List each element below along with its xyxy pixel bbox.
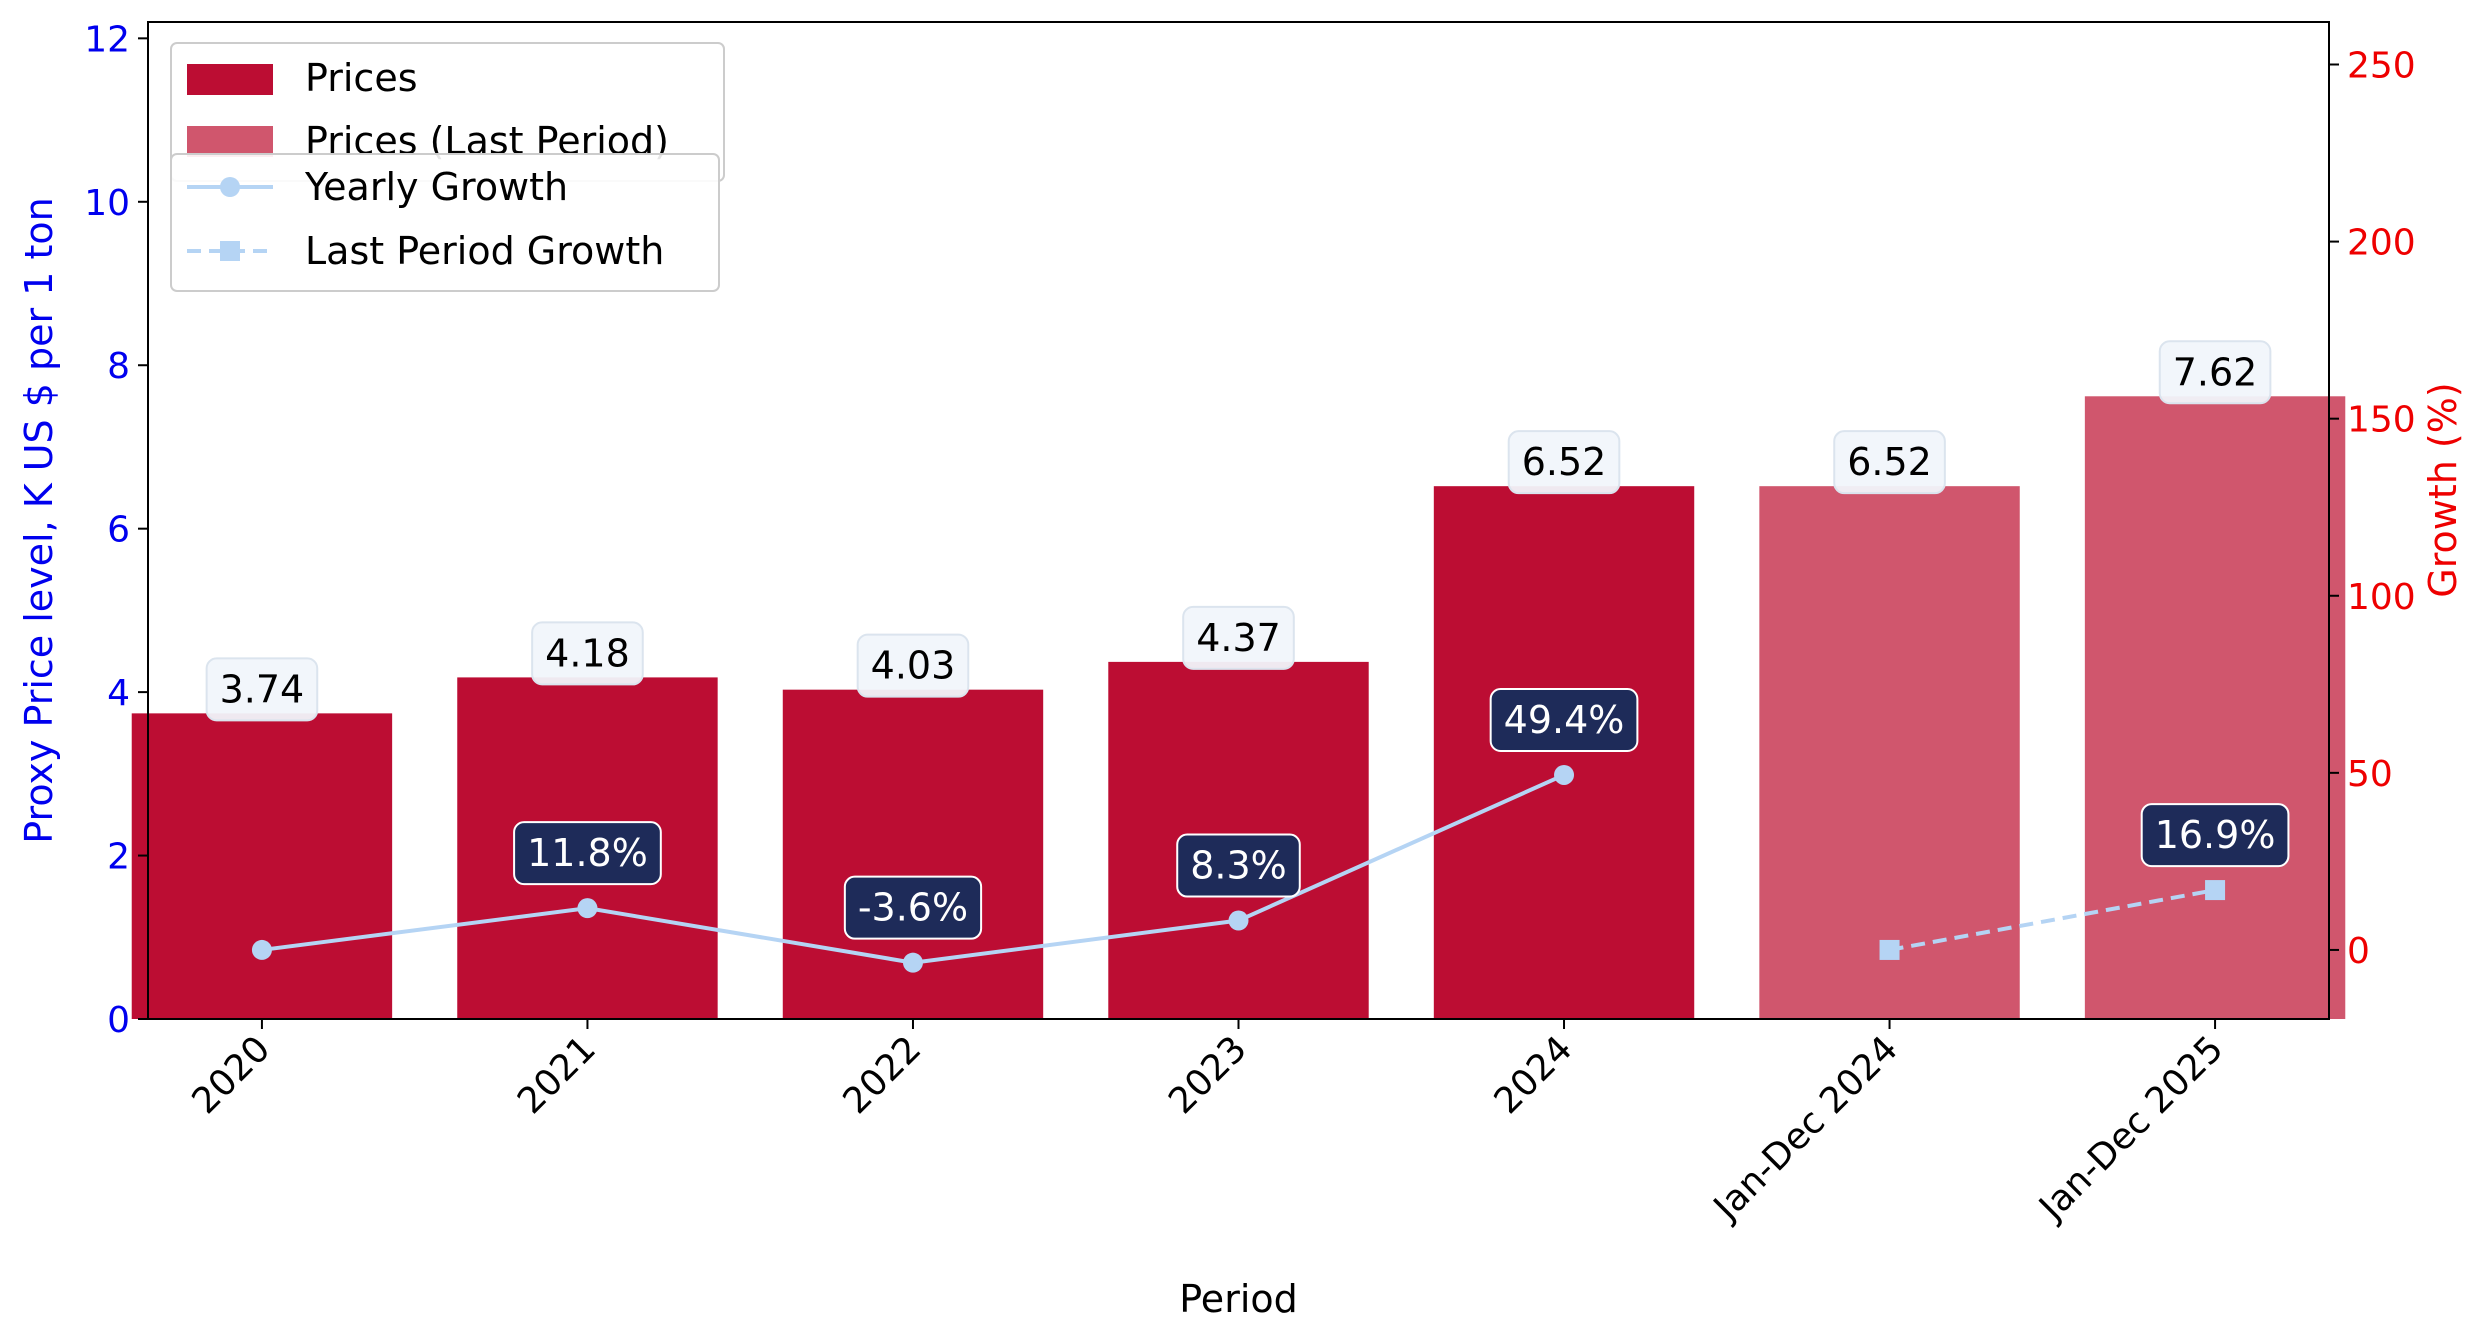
data-label-growth-2022: -3.6%	[843, 875, 983, 940]
y2-tick-label: 200	[2347, 223, 2416, 264]
point-yearly-growth-2023	[1228, 910, 1249, 931]
bar-jan-dec-2025	[2084, 396, 2346, 1020]
legend-label-yearly-growth: Yearly Growth	[304, 165, 568, 209]
data-label-growth-2023-text: 8.3%	[1190, 844, 1287, 888]
y-tick-label: 12	[84, 19, 130, 60]
data-label-growth-2024: 49.4%	[1489, 687, 1639, 752]
data-label-growth-2022-text: -3.6%	[858, 886, 968, 930]
data-label-price-2021-box	[531, 621, 644, 686]
data-label-price-2024-box	[1507, 430, 1621, 495]
data-label-growth-jan-dec-2025-text: 16.9%	[2155, 813, 2276, 857]
data-label-price-2023: 4.37	[1182, 605, 1295, 670]
data-label-price-2020-box	[205, 657, 319, 722]
data-label-price-2023-box	[1182, 605, 1295, 670]
y2-axis-title: Growth (%)	[2421, 382, 2465, 597]
x-tick-label: 2023	[1161, 1028, 1255, 1122]
data-label-price-2024-text: 6.52	[1522, 440, 1607, 484]
legend-lines: Yearly Growth Last Period Growth	[170, 153, 720, 292]
data-label-price-jan-dec-2024: 6.52	[1833, 430, 1946, 495]
data-label-price-2024: 6.52	[1507, 430, 1621, 495]
y2-tick-label: 100	[2347, 577, 2416, 618]
growth-lines-layer	[251, 764, 2226, 973]
data-label-price-2023-text: 4.37	[1196, 616, 1281, 660]
x-tick-label: 2024	[1487, 1028, 1581, 1122]
legend-marker-last-period-growth	[220, 241, 240, 261]
bar-2024	[1433, 486, 1695, 1019]
point-yearly-growth-2020	[251, 939, 272, 960]
data-label-price-jan-dec-2025-text: 7.62	[2173, 350, 2258, 394]
bar-2020	[131, 713, 393, 1019]
legend-label-prices: Prices	[305, 56, 418, 100]
data-label-price-jan-dec-2024-box	[1833, 430, 1946, 495]
data-label-growth-2024-box	[1489, 687, 1639, 752]
data-label-price-2020-text: 3.74	[220, 667, 305, 711]
data-label-growth-2021: 11.8%	[513, 821, 662, 886]
data-label-growth-2023-box	[1176, 833, 1301, 898]
y-tick-label: 2	[107, 837, 130, 878]
y-tick-label: 8	[107, 346, 130, 387]
y2-tick-label: 0	[2347, 931, 2370, 972]
data-label-price-jan-dec-2025-box	[2158, 340, 2272, 405]
data-label-growth-2024-text: 49.4%	[1504, 698, 1625, 742]
x-axis-title: Period	[1179, 1277, 1298, 1321]
legend-label-last-period-growth: Last Period Growth	[305, 229, 664, 273]
y-tick-label: 10	[84, 183, 130, 224]
data-label-price-2022-box	[856, 633, 970, 698]
x-tick-label: 2020	[185, 1028, 279, 1122]
legend-bars: Prices Prices (Last Period)	[170, 42, 725, 182]
data-label-growth-2023: 8.3%	[1176, 833, 1301, 898]
data-label-price-jan-dec-2025: 7.62	[2158, 340, 2272, 405]
point-yearly-growth-2024	[1554, 764, 1575, 785]
legend-marker-yearly-growth	[220, 177, 240, 197]
y2-tick-label: 150	[2347, 400, 2416, 441]
legend-lines-frame	[170, 153, 720, 292]
data-label-price-jan-dec-2024-text: 6.52	[1847, 440, 1932, 484]
data-label-growth-2022-box	[843, 875, 983, 940]
bars-layer	[131, 396, 2346, 1020]
bar-jan-dec-2024	[1759, 486, 2020, 1019]
x-tick-label: 2021	[510, 1028, 604, 1122]
y2-tick-label: 250	[2347, 46, 2416, 87]
line-last-period-growth	[1889, 888, 2216, 952]
x-tick-label: 2022	[836, 1028, 930, 1122]
data-label-price-2020: 3.74	[205, 657, 319, 722]
legend-swatch-prices-last-period	[187, 126, 273, 157]
labels-layer: 3.74 4.18 4.03 4.37 6.52 6.52 7.62 11.8% -3.6% 8.…	[205, 340, 2290, 940]
data-label-price-2022-text: 4.03	[871, 644, 956, 688]
point-last-period-growth-jan-dec-2025	[2205, 880, 2226, 901]
y-tick-label: 4	[107, 673, 130, 714]
data-label-price-2022: 4.03	[856, 633, 970, 698]
data-label-price-2021-text: 4.18	[545, 631, 630, 675]
data-label-growth-2021-text: 11.8%	[527, 831, 648, 875]
y2-tick-label: 50	[2347, 754, 2393, 795]
y-tick-label: 0	[107, 1000, 130, 1041]
data-label-growth-2021-box	[513, 821, 662, 886]
data-label-growth-jan-dec-2025-box	[2140, 803, 2290, 868]
point-last-period-growth-jan-dec-2024	[1879, 939, 1900, 960]
legend-swatch-prices	[187, 64, 273, 95]
point-yearly-growth-2021	[577, 898, 598, 919]
x-tick-label: Jan-Dec 2024	[1705, 1028, 1906, 1229]
y-axis-title: Proxy Price level, K US $ per 1 ton	[17, 197, 61, 843]
data-label-price-2021: 4.18	[531, 621, 644, 686]
y-tick-label: 6	[107, 510, 130, 551]
data-label-growth-jan-dec-2025: 16.9%	[2140, 803, 2290, 868]
x-tick-label: Jan-Dec 2025	[2030, 1028, 2231, 1229]
point-yearly-growth-2022	[902, 952, 923, 973]
